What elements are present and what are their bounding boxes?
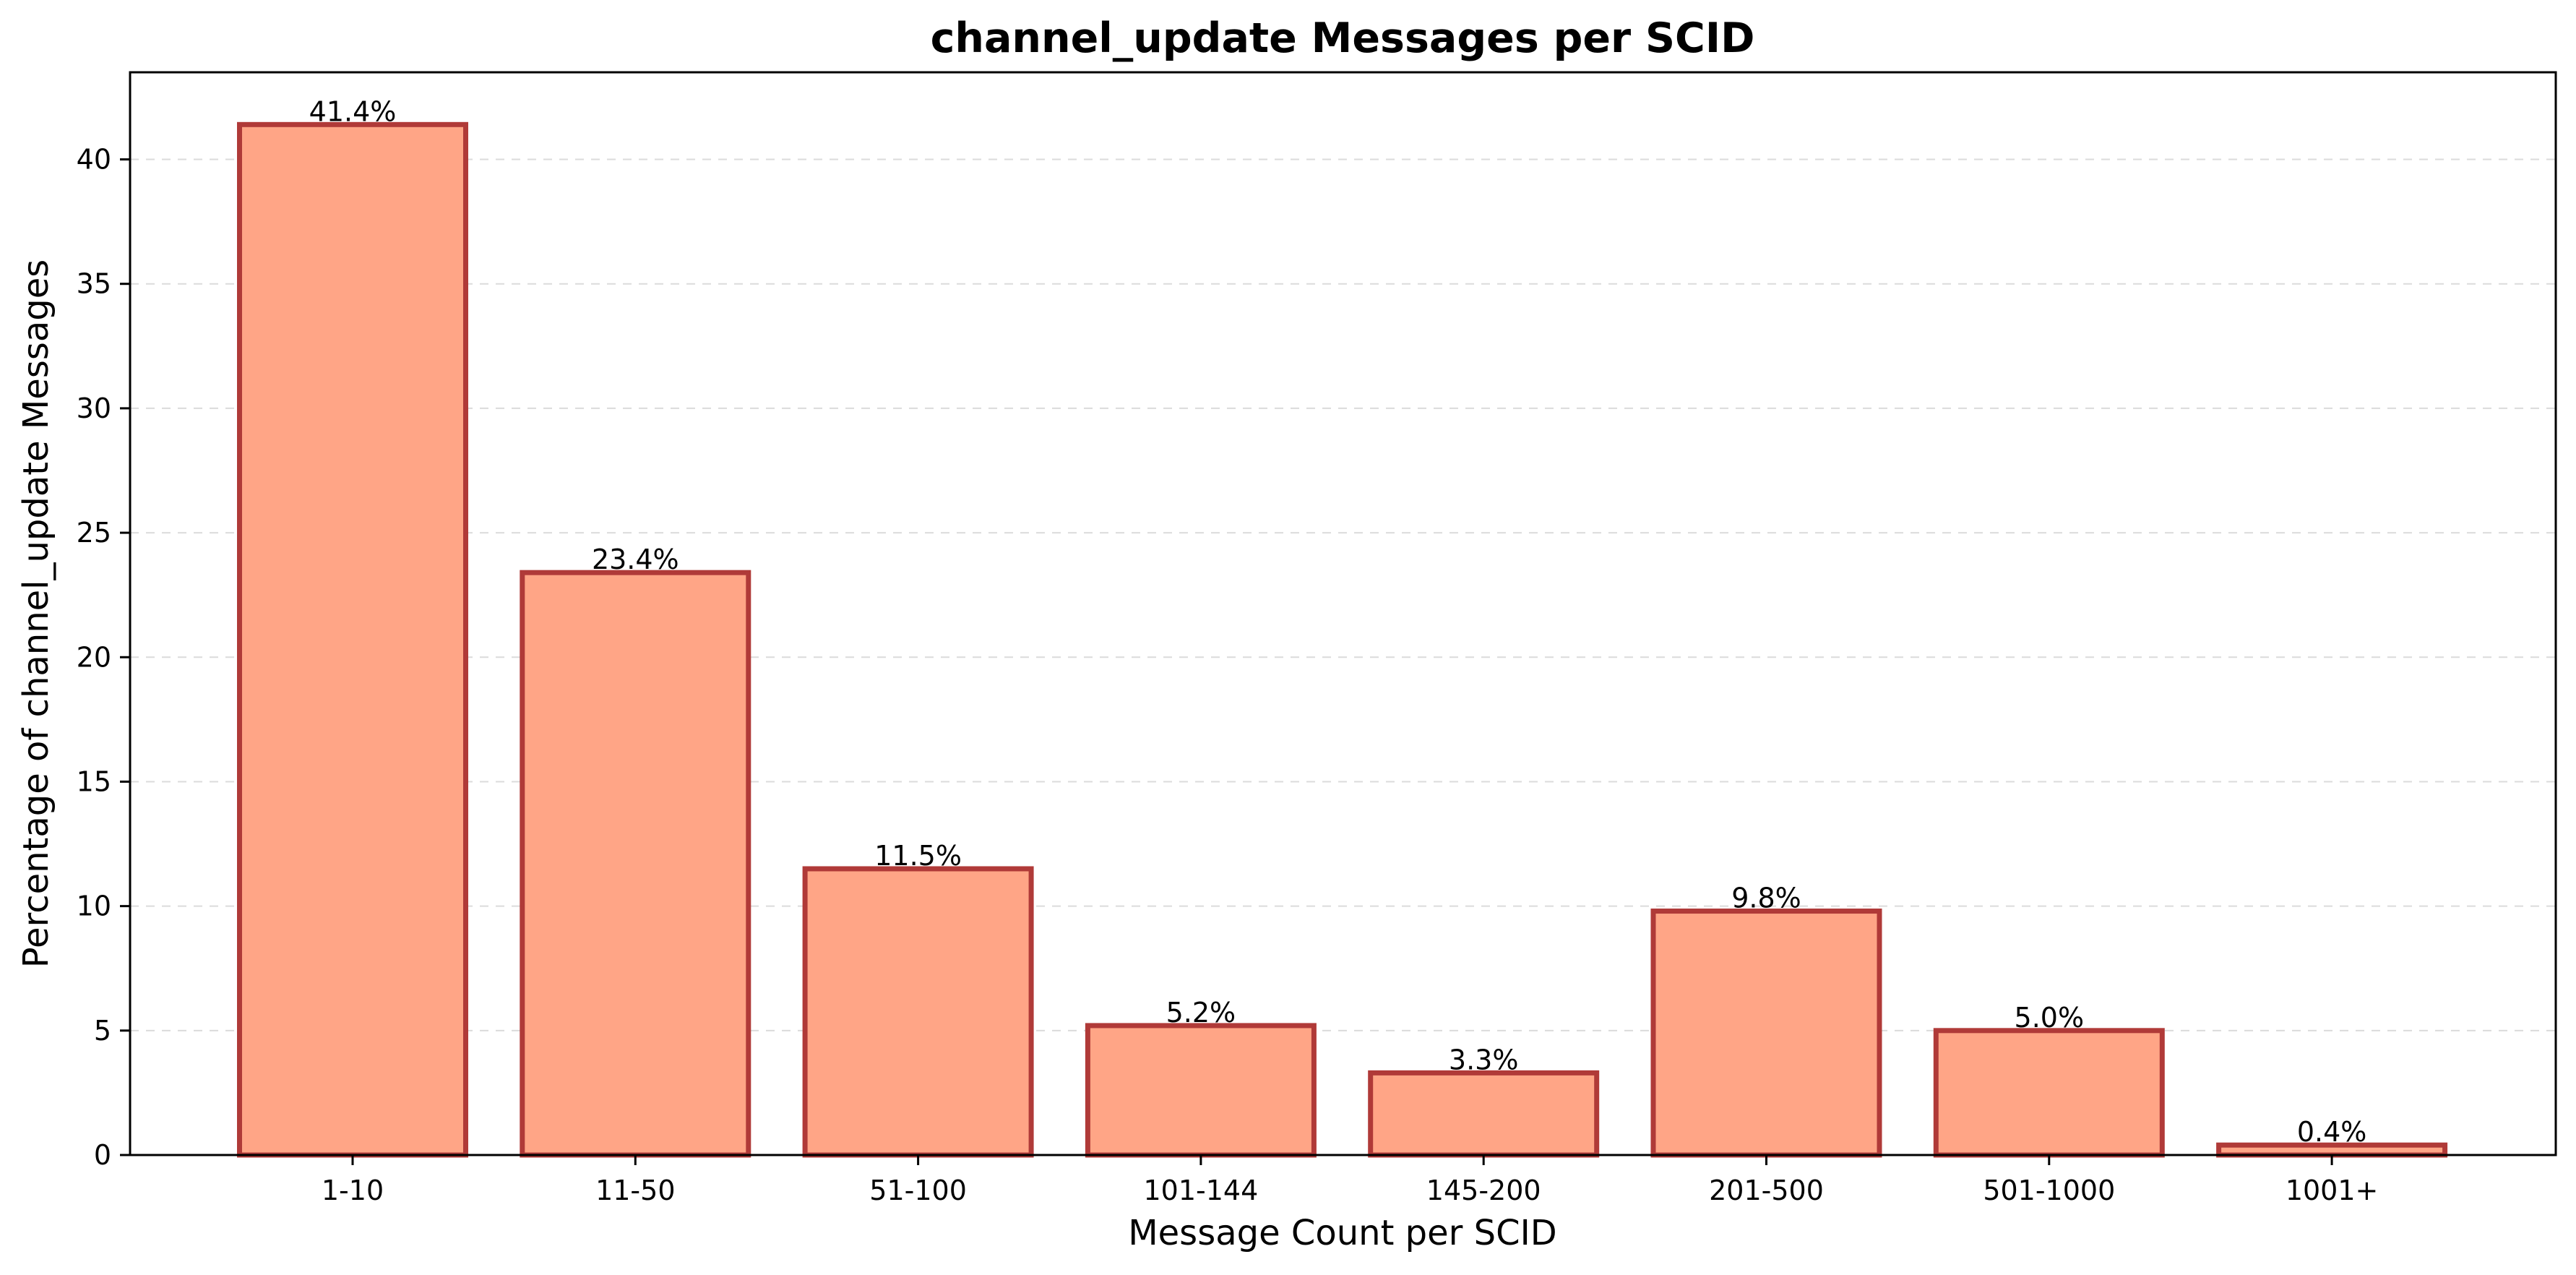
y-tick-label: 5	[94, 1015, 111, 1047]
x-tick-label: 51-100	[869, 1175, 967, 1206]
bar-value-label: 0.4%	[2297, 1116, 2367, 1148]
bar	[520, 570, 751, 1158]
x-tick-label: 101-144	[1144, 1175, 1259, 1206]
y-tick-label: 0	[94, 1139, 111, 1171]
y-tick-label: 20	[77, 641, 111, 673]
gridlines	[130, 158, 2556, 1031]
x-axis: 1-10 11-50 51-100 101-144 145-200 201-500 501-…	[322, 1155, 2378, 1206]
bar-value-label: 23.4%	[592, 544, 679, 575]
chart-title: channel_update Messages per SCID	[931, 14, 1755, 62]
x-tick-label: 201-500	[1709, 1175, 1824, 1206]
x-tick-label: 1-10	[322, 1175, 384, 1206]
plot-frame	[129, 71, 2557, 1156]
bar	[237, 121, 468, 1158]
bar-value-label: 11.5%	[874, 840, 962, 872]
y-axis: 0 5 10 15 20 25 30 35 40	[77, 144, 130, 1171]
x-tick-label: 1001+	[2286, 1175, 2379, 1206]
bar	[1650, 909, 1882, 1158]
bar-value-label: 5.2%	[1166, 997, 1236, 1029]
bar-value-label: 5.0%	[2015, 1002, 2085, 1034]
bar	[802, 866, 1034, 1158]
y-tick-label: 35	[77, 268, 111, 300]
data-labels: 41.4% 23.4% 11.5% 5.2% 3.3% 9.8% 5.0% 0.4%	[309, 95, 2367, 1148]
x-tick-label: 11-50	[595, 1175, 675, 1206]
x-tick-label: 501-1000	[1983, 1175, 2115, 1206]
y-tick-label: 15	[77, 765, 111, 797]
x-axis-label: Message Count per SCID	[1128, 1213, 1557, 1253]
bar-value-label: 41.4%	[309, 95, 397, 127]
x-tick-label: 145-200	[1426, 1175, 1541, 1206]
bar	[1085, 1023, 1317, 1158]
y-axis-label: Percentage of channel_update Messages	[16, 259, 56, 969]
bar	[1368, 1070, 1600, 1158]
bars	[237, 121, 2448, 1158]
y-tick-label: 40	[77, 144, 111, 176]
bar	[1933, 1028, 2165, 1158]
y-tick-label: 10	[77, 890, 111, 922]
bar-value-label: 3.3%	[1449, 1044, 1519, 1076]
y-tick-label: 25	[77, 517, 111, 549]
y-tick-label: 30	[77, 392, 111, 424]
bar-value-label: 9.8%	[1731, 883, 1801, 914]
